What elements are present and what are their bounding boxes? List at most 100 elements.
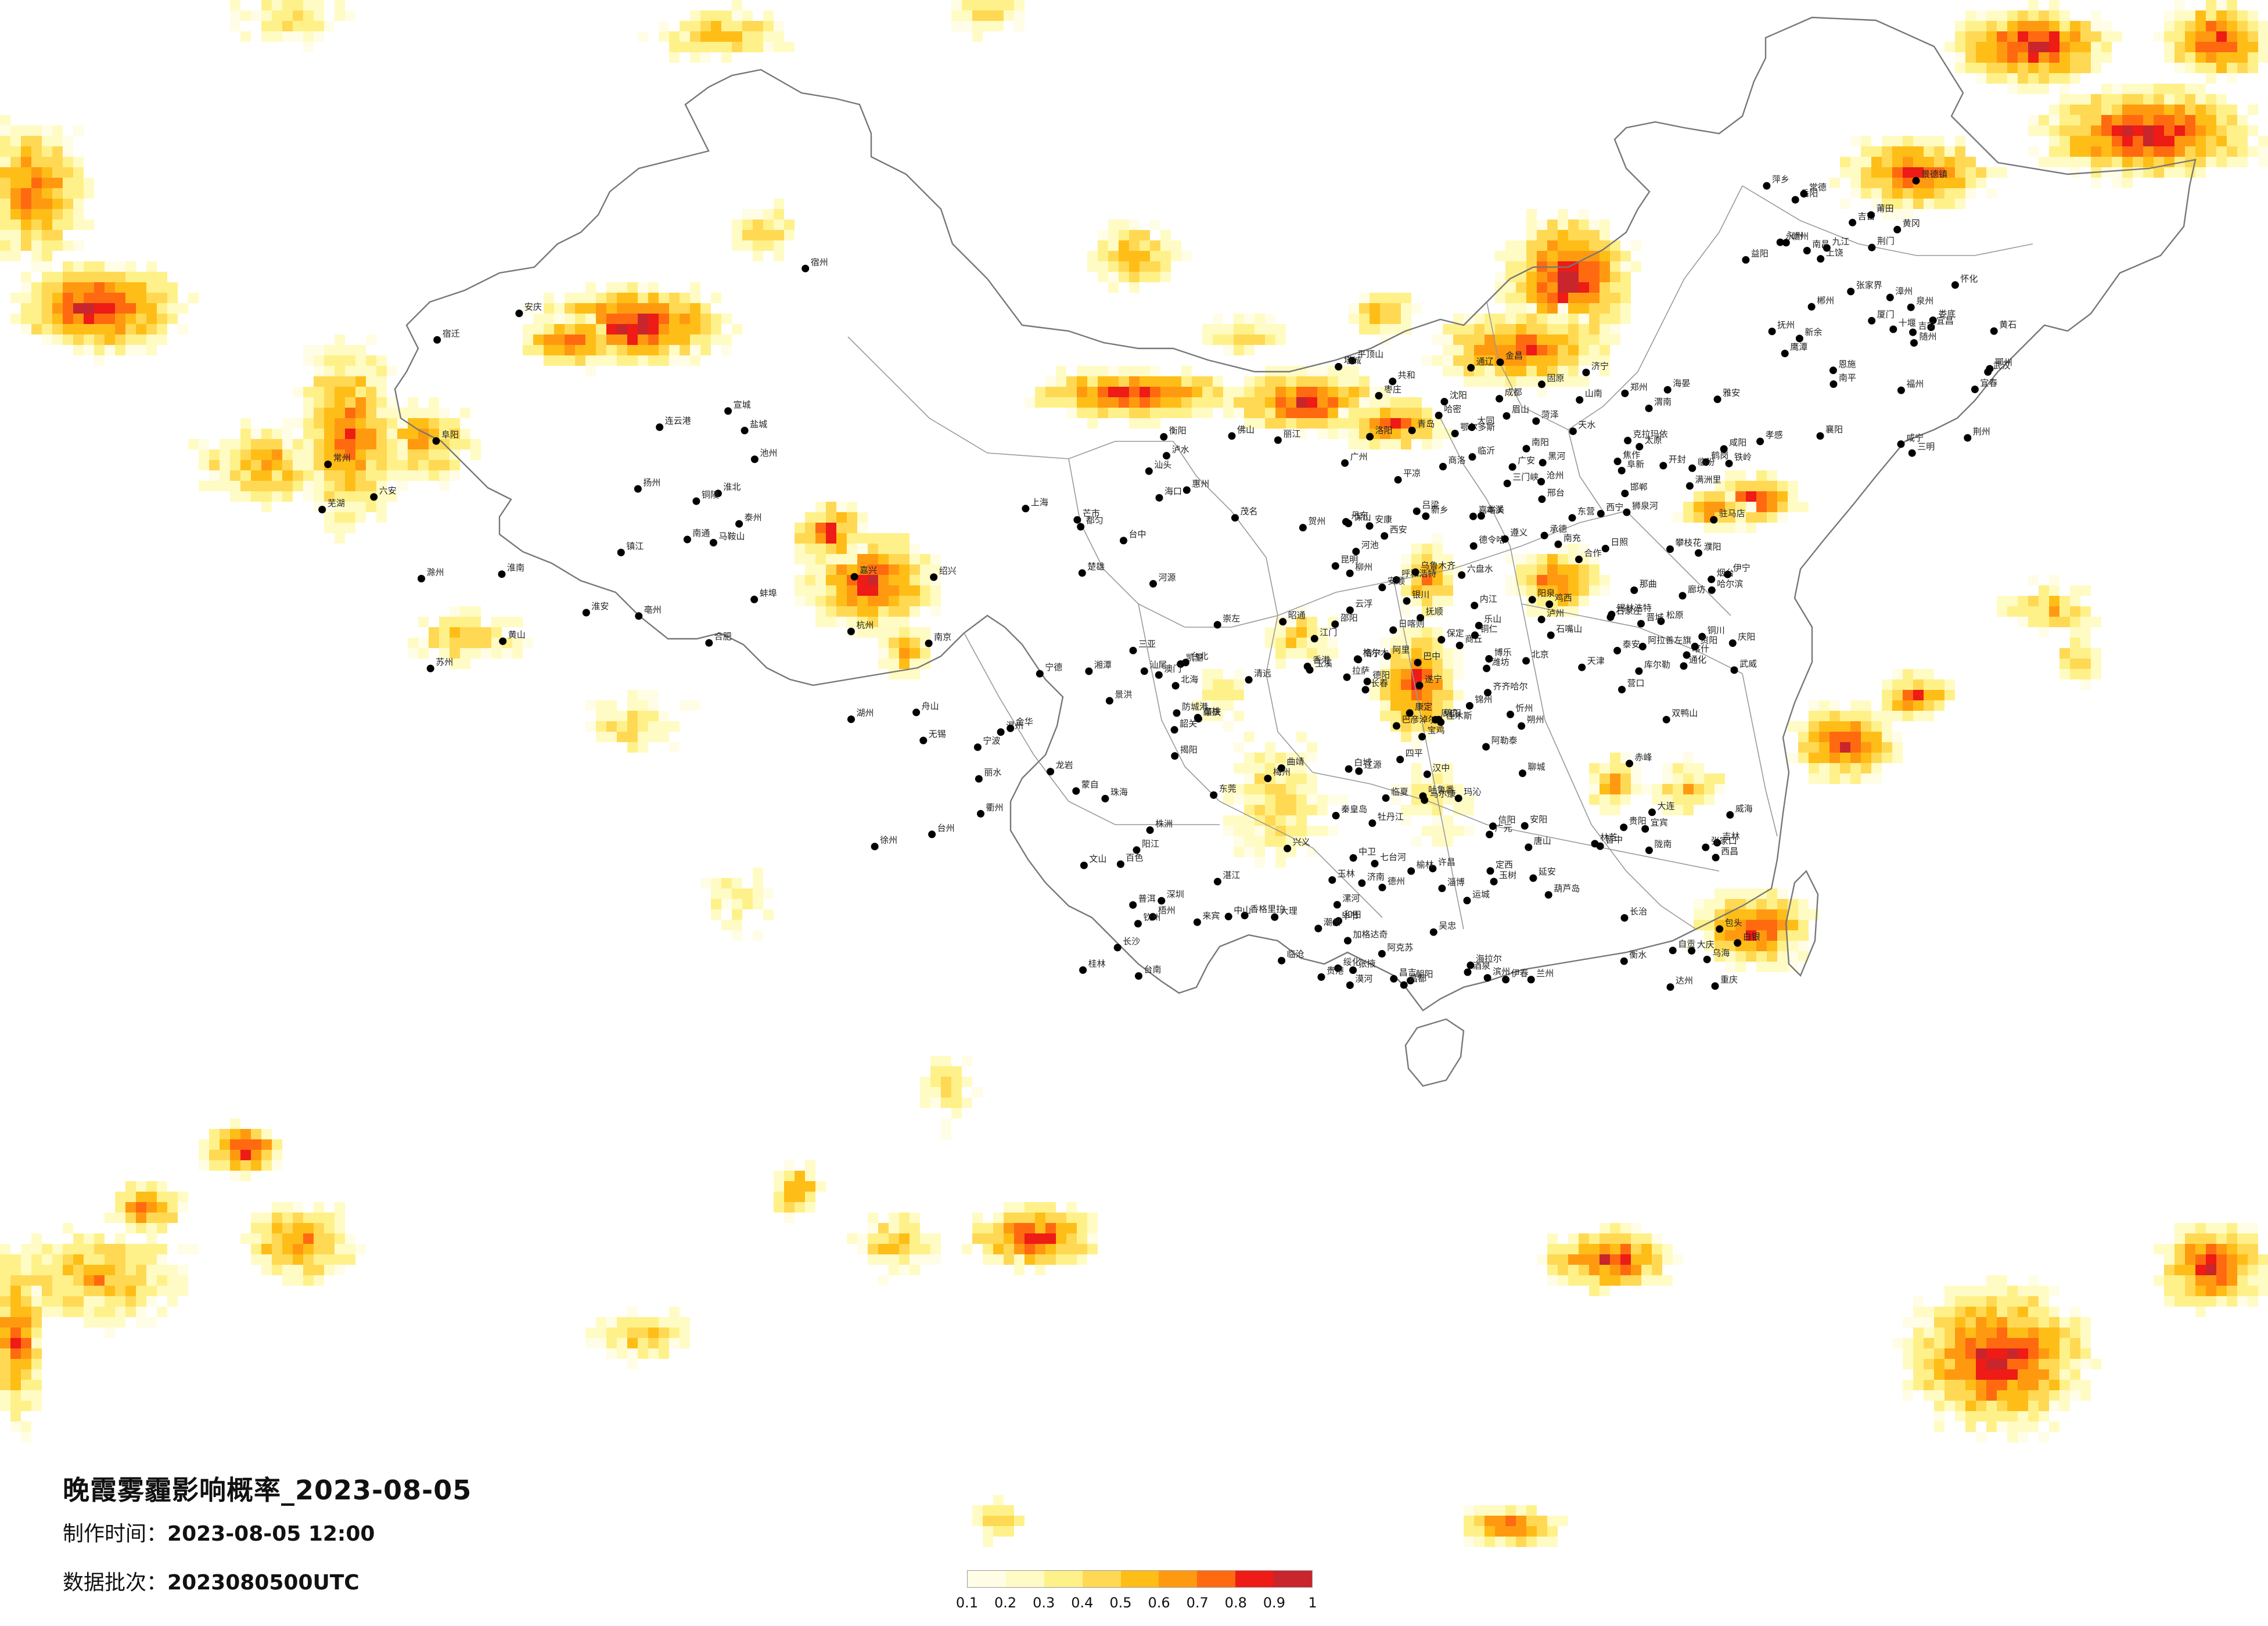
probability-cell xyxy=(1223,324,1234,334)
probability-cell xyxy=(314,1202,324,1213)
probability-cell xyxy=(711,293,721,303)
probability-cell xyxy=(0,1286,10,1296)
probability-cell xyxy=(606,1317,617,1328)
probability-cell xyxy=(1087,1213,1098,1223)
probability-cell xyxy=(1777,951,1788,962)
probability-cell xyxy=(1934,1380,1944,1390)
probability-cell xyxy=(1683,512,1694,523)
probability-cell xyxy=(272,1233,282,1244)
probability-cell xyxy=(293,1202,303,1213)
city-label: 滨州 xyxy=(1493,966,1510,977)
city-dot xyxy=(1645,846,1653,854)
city-dot xyxy=(1626,760,1633,768)
city-marker: 葫芦岛 xyxy=(1544,883,1580,899)
city-label: 漠河 xyxy=(1355,974,1372,984)
probability-cell xyxy=(2039,1369,2049,1380)
probability-cell xyxy=(2258,1265,2268,1275)
city-dot xyxy=(1683,651,1691,659)
probability-cell xyxy=(2049,115,2059,125)
probability-cell xyxy=(1202,376,1213,387)
probability-cell xyxy=(1903,669,1913,679)
probability-cell xyxy=(1380,690,1390,700)
probability-cell xyxy=(1871,763,1882,774)
probability-cell xyxy=(1066,1244,1077,1254)
city-label: 洛阳 xyxy=(1375,425,1393,436)
probability-cell xyxy=(565,303,575,314)
probability-cell xyxy=(1600,230,1610,240)
probability-cell xyxy=(1861,742,1871,753)
probability-cell xyxy=(2018,1422,2028,1432)
city-label: 阜阳 xyxy=(441,429,459,440)
probability-cell xyxy=(1986,1317,1997,1328)
probability-cell xyxy=(1432,544,1443,554)
probability-cell xyxy=(2070,627,2080,638)
probability-cell xyxy=(178,1202,188,1213)
city-label: 随州 xyxy=(1920,332,1937,342)
probability-cell xyxy=(94,261,105,272)
probability-cell xyxy=(2080,669,2091,679)
probability-cell xyxy=(1516,282,1526,293)
probability-cell xyxy=(209,460,220,470)
city-dot xyxy=(1576,396,1584,404)
probability-cell xyxy=(2091,617,2101,627)
city-dot xyxy=(635,612,643,620)
probability-cell xyxy=(1746,502,1756,512)
probability-cell xyxy=(1903,700,1913,711)
city-marker: 安顺 xyxy=(1378,576,1405,592)
probability-cell xyxy=(554,303,565,314)
city-dot xyxy=(1465,702,1473,710)
probability-cell xyxy=(84,282,94,293)
probability-cell xyxy=(2195,125,2206,136)
probability-cell xyxy=(1735,481,1746,491)
probability-cell xyxy=(878,533,889,544)
probability-cell xyxy=(1986,63,1997,73)
probability-cell xyxy=(105,1328,115,1338)
city-label: 南阳 xyxy=(1532,437,1549,448)
city-dot xyxy=(1910,339,1918,347)
probability-cell xyxy=(2101,42,2112,52)
probability-cell xyxy=(1725,481,1735,491)
probability-cell xyxy=(2185,1275,2195,1286)
probability-cell xyxy=(690,334,700,345)
probability-cell xyxy=(795,1181,805,1192)
probability-cell xyxy=(408,648,418,659)
legend-tick: 0.6 xyxy=(1148,1595,1170,1611)
probability-cell xyxy=(94,345,105,355)
probability-cell xyxy=(1997,1296,2007,1307)
probability-cell xyxy=(1140,397,1150,408)
probability-cell xyxy=(387,366,397,376)
probability-cell xyxy=(1129,408,1140,418)
city-dot xyxy=(1496,358,1504,366)
probability-cell xyxy=(1830,711,1840,721)
probability-cell xyxy=(1955,1307,1965,1317)
city-dot xyxy=(1383,652,1391,660)
probability-cell xyxy=(209,470,220,481)
city-dot xyxy=(1332,812,1340,819)
city-label: 承德 xyxy=(1550,524,1567,534)
probability-cell xyxy=(711,21,721,31)
probability-cell xyxy=(73,272,84,282)
probability-cell xyxy=(742,209,753,220)
probability-cell xyxy=(376,387,387,397)
probability-cell xyxy=(1735,909,1746,920)
city-dot xyxy=(1678,592,1687,600)
probability-cell xyxy=(544,293,554,303)
probability-cell xyxy=(575,293,585,303)
probability-cell xyxy=(690,324,700,334)
probability-cell xyxy=(2185,21,2195,31)
city-dot xyxy=(1791,196,1799,204)
city-marker: 银川 xyxy=(1403,589,1429,605)
probability-cell xyxy=(157,282,167,293)
probability-cell xyxy=(1547,240,1558,251)
probability-cell xyxy=(836,523,847,533)
city-marker: 聊城 xyxy=(1519,762,1545,778)
probability-cell xyxy=(10,1307,21,1317)
probability-cell xyxy=(1850,774,1861,784)
probability-cell xyxy=(1443,836,1453,847)
probability-cell xyxy=(1746,512,1756,523)
probability-cell xyxy=(910,564,920,575)
probability-cell xyxy=(2164,1244,2174,1254)
probability-cell xyxy=(1265,324,1275,334)
legend-swatch xyxy=(1235,1571,1274,1587)
probability-cell xyxy=(230,0,240,10)
